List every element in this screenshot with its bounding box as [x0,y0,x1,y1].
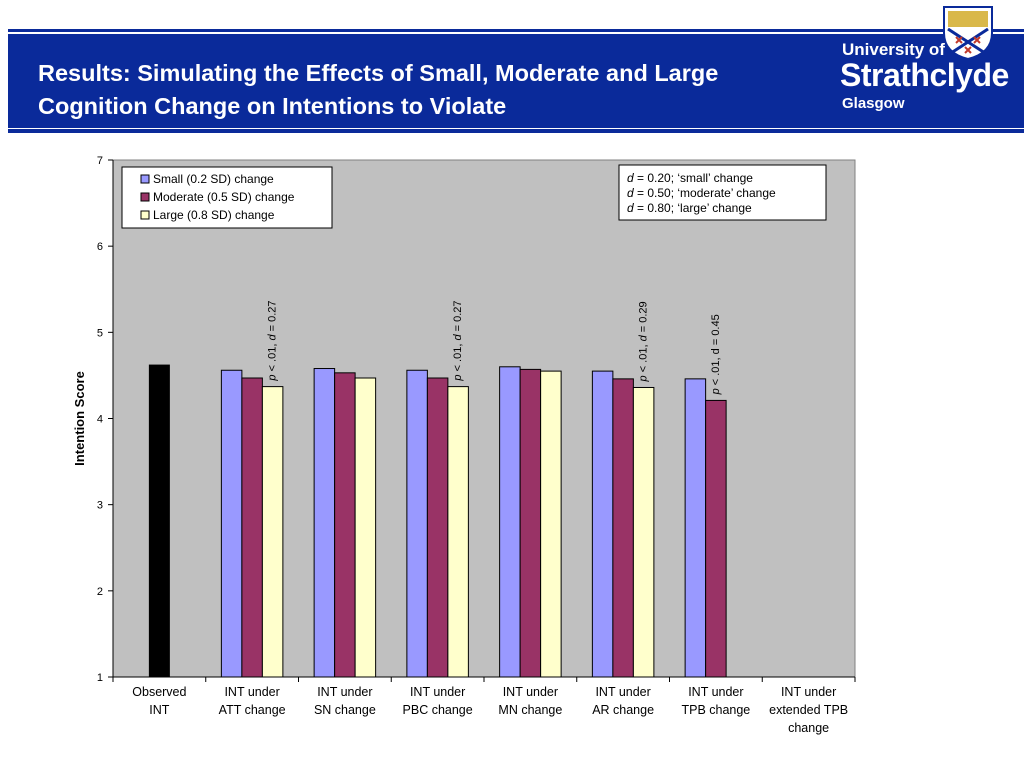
x-tick-label: INT under AR change [592,685,654,717]
y-tick-label: 6 [97,241,103,253]
title-bar-bottom-rule [8,128,1024,129]
significance-annotation: p < .01, d = 0.27 [267,300,279,381]
significance-annotation: p < .01, d = 0.27 [452,300,464,381]
effect-size-line: d = 0.80; ‘large’ change [627,201,752,215]
bar-large [632,386,655,678]
bar-large [261,386,284,678]
bar-moderate [334,372,356,678]
legend-label: Moderate (0.5 SD) change [153,190,295,204]
legend-swatch [140,192,150,202]
y-tick-label: 2 [97,586,103,598]
x-tick-label: Observed INT [132,685,186,717]
legend-label: Small (0.2 SD) change [153,172,274,186]
y-tick-label: 4 [97,414,103,426]
bar-moderate [519,368,542,678]
title-bar: Results: Simulating the Effects of Small… [8,6,1024,133]
significance-annotation: p < .01, d = 0.45 [710,314,722,395]
bar-large [354,377,377,678]
bar-moderate [705,399,727,678]
legend-label: Large (0.8 SD) change [153,208,275,222]
y-tick-label: 3 [97,500,103,512]
bar-small [313,368,336,678]
logo-line-1: University of [842,40,945,59]
slide-title: Results: Simulating the Effects of Small… [38,60,719,119]
x-tick-label: INT under MN change [498,685,562,717]
bar-moderate [241,377,263,678]
effect-size-line: d = 0.20; ‘small’ change [627,171,753,185]
bar-small [220,369,243,678]
significance-annotation: p < .01, d = 0.29 [638,301,650,382]
university-logo: University of Strathclyde Glasgow [838,0,1024,136]
slide-header: Results: Simulating the Effects of Small… [0,0,1024,136]
bar-large [447,386,469,678]
x-tick-label: INT under ATT change [219,685,286,717]
bar-small [406,369,428,678]
y-tick-label: 5 [97,327,103,339]
logo-line-2: Strathclyde [840,57,1009,93]
bar-moderate [426,377,449,678]
bar-observed [148,364,170,678]
bar-large [540,370,562,678]
bar-small [499,366,521,678]
legend-swatch [140,210,150,220]
bar-moderate [612,378,634,678]
bar-small [591,370,614,678]
crest-icon [943,6,993,61]
bar-chart: 1 2 3 4 5 6 7 Intention Score Observed INT INT und… [72,155,856,735]
x-tick-label: INT under SN change [314,685,376,717]
effect-size-box-frame [618,164,827,221]
legend-swatch [140,174,150,184]
bar-small [684,378,707,678]
y-axis-title: Intention Score [72,371,87,466]
logo-line-3: Glasgow [842,95,905,112]
x-tick-label: INT under extended TPB change [769,685,848,735]
effect-size-line: d = 0.50; ‘moderate’ change [627,186,776,200]
y-tick-label: 7 [97,155,103,167]
x-tick-label: INT under TPB change [681,685,750,717]
x-tick-label: INT under PBC change [403,685,473,717]
legend-box [121,166,333,229]
title-bar-top-rule [8,32,1024,34]
y-tick-label: 1 [97,672,103,684]
chart-legend: Small (0.2 SD) change Moderate (0.5 SD) c… [121,166,333,229]
